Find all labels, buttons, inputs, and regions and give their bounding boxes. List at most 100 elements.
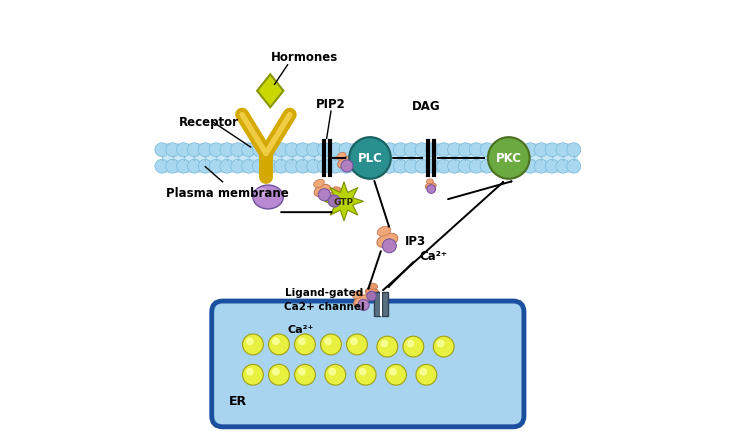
Circle shape [269, 365, 289, 385]
Bar [374, 293, 380, 316]
Circle shape [246, 338, 254, 345]
Circle shape [371, 144, 386, 157]
Circle shape [491, 144, 505, 157]
Circle shape [263, 160, 278, 174]
Circle shape [469, 160, 483, 174]
Circle shape [394, 160, 407, 174]
Circle shape [306, 144, 320, 157]
Circle shape [459, 160, 472, 174]
Circle shape [328, 196, 340, 207]
Circle shape [523, 144, 537, 157]
Circle shape [329, 368, 336, 376]
Circle shape [209, 144, 223, 157]
Circle shape [367, 292, 376, 301]
Circle shape [166, 160, 180, 174]
Circle shape [567, 160, 581, 174]
Circle shape [285, 144, 299, 157]
Circle shape [434, 336, 454, 357]
Ellipse shape [353, 291, 363, 299]
Circle shape [383, 144, 397, 157]
Circle shape [513, 144, 527, 157]
Circle shape [545, 160, 559, 174]
Circle shape [394, 144, 407, 157]
Circle shape [187, 144, 201, 157]
Circle shape [155, 144, 169, 157]
Text: Ca²⁺: Ca²⁺ [287, 325, 314, 335]
Circle shape [231, 160, 245, 174]
Circle shape [346, 334, 367, 355]
Circle shape [187, 160, 201, 174]
Text: DAG: DAG [412, 100, 441, 113]
Circle shape [329, 144, 342, 157]
Circle shape [389, 368, 397, 376]
Circle shape [269, 334, 289, 355]
Circle shape [380, 340, 388, 348]
Circle shape [252, 160, 266, 174]
Ellipse shape [426, 180, 434, 184]
Ellipse shape [366, 288, 379, 297]
Circle shape [361, 160, 374, 174]
Circle shape [177, 160, 190, 174]
Ellipse shape [314, 180, 324, 188]
Ellipse shape [369, 283, 377, 289]
Circle shape [231, 144, 245, 157]
Circle shape [469, 144, 483, 157]
Circle shape [404, 144, 418, 157]
Circle shape [361, 144, 374, 157]
Circle shape [298, 338, 306, 345]
Ellipse shape [377, 233, 398, 248]
Circle shape [386, 365, 406, 385]
Text: PKC: PKC [496, 152, 522, 165]
Circle shape [480, 160, 494, 174]
Circle shape [317, 160, 332, 174]
Circle shape [383, 160, 397, 174]
Text: GTP: GTP [334, 197, 354, 206]
Circle shape [243, 365, 263, 385]
Circle shape [155, 160, 169, 174]
Circle shape [341, 161, 353, 173]
Circle shape [243, 334, 263, 355]
Circle shape [350, 144, 364, 157]
Circle shape [295, 334, 315, 355]
Circle shape [355, 365, 376, 385]
Ellipse shape [253, 186, 283, 210]
Circle shape [383, 240, 397, 253]
Circle shape [358, 299, 369, 311]
Circle shape [427, 185, 436, 194]
Circle shape [545, 144, 559, 157]
Circle shape [437, 340, 445, 348]
Circle shape [263, 144, 278, 157]
FancyBboxPatch shape [212, 301, 524, 427]
Text: Ca²⁺: Ca²⁺ [420, 250, 448, 263]
Ellipse shape [337, 157, 352, 168]
Circle shape [296, 144, 310, 157]
Circle shape [275, 144, 288, 157]
Circle shape [339, 160, 353, 174]
Circle shape [523, 160, 537, 174]
Circle shape [198, 144, 212, 157]
Text: Plasma membrane: Plasma membrane [166, 187, 289, 200]
Circle shape [404, 160, 418, 174]
Circle shape [459, 144, 472, 157]
Bar [380, 293, 382, 316]
Circle shape [350, 338, 358, 345]
Circle shape [567, 144, 581, 157]
Ellipse shape [314, 185, 331, 197]
Circle shape [426, 160, 440, 174]
Circle shape [318, 189, 330, 201]
Polygon shape [324, 182, 363, 221]
Circle shape [275, 160, 288, 174]
Circle shape [209, 160, 223, 174]
Circle shape [242, 160, 255, 174]
Circle shape [298, 368, 306, 376]
Circle shape [416, 365, 437, 385]
Circle shape [415, 144, 429, 157]
Circle shape [488, 138, 530, 179]
Text: PLC: PLC [357, 152, 383, 165]
Ellipse shape [328, 193, 343, 203]
Text: Receptor: Receptor [179, 115, 239, 128]
Circle shape [339, 144, 353, 157]
FancyBboxPatch shape [162, 144, 578, 174]
Circle shape [177, 144, 190, 157]
Circle shape [166, 144, 180, 157]
